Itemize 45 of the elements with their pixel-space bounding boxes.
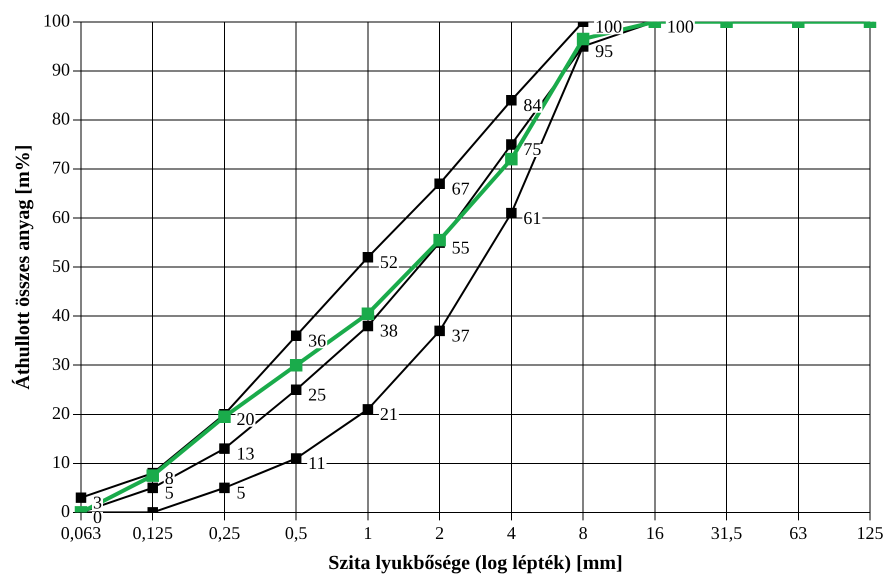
x-tick-label: 63 bbox=[789, 522, 808, 543]
data-label: 20 bbox=[236, 409, 254, 430]
x-tick-label: 8 bbox=[578, 522, 588, 543]
y-tick-label: 90 bbox=[52, 60, 70, 80]
y-tick-label: 0 bbox=[61, 501, 70, 522]
x-tick-label: 0,25 bbox=[208, 522, 240, 543]
x-tick-label: 31,5 bbox=[710, 522, 742, 543]
x-tick-label: 0,125 bbox=[132, 522, 173, 543]
data-label: 38 bbox=[380, 320, 398, 341]
x-axis-title: Szita lyukbősége (log lépték) [mm] bbox=[328, 552, 623, 574]
y-tick-label: 70 bbox=[52, 158, 70, 178]
y-tick-label: 20 bbox=[52, 403, 70, 424]
data-label: 84 bbox=[523, 95, 542, 116]
data-label: 5 bbox=[236, 482, 246, 503]
data-label: 55 bbox=[452, 237, 470, 258]
y-tick-label: 10 bbox=[52, 452, 70, 472]
x-tick-label: 0,5 bbox=[284, 522, 308, 543]
data-label: 100 bbox=[666, 16, 694, 37]
data-label: 13 bbox=[236, 443, 254, 464]
data-label: 21 bbox=[380, 404, 398, 424]
data-label: 25 bbox=[308, 384, 326, 404]
data-label: 100 bbox=[595, 16, 622, 37]
x-tick-label: 0,063 bbox=[60, 522, 102, 543]
data-label: 61 bbox=[523, 208, 542, 228]
y-tick-label: 80 bbox=[52, 108, 70, 129]
x-tick-label: 16 bbox=[646, 522, 664, 543]
x-tick-label: 125 bbox=[856, 522, 884, 543]
data-label: 11 bbox=[308, 453, 326, 474]
data-label: 67 bbox=[452, 178, 470, 198]
data-label: 8 bbox=[164, 468, 174, 488]
y-tick-label: 100 bbox=[43, 10, 70, 31]
data-label: 36 bbox=[308, 330, 326, 351]
y-tick-label: 40 bbox=[52, 304, 70, 325]
data-label: 95 bbox=[595, 41, 614, 62]
y-tick-label: 60 bbox=[52, 206, 70, 227]
data-label: 3 bbox=[93, 492, 102, 512]
x-tick-label: 4 bbox=[506, 522, 516, 543]
data-label: 52 bbox=[380, 252, 398, 272]
x-tick-label: 1 bbox=[363, 522, 372, 543]
y-tick-label: 50 bbox=[52, 256, 70, 276]
y-axis-title: Áthullott összes anyag [m%] bbox=[11, 144, 34, 390]
data-label: 37 bbox=[452, 326, 470, 346]
x-tick-label: 2 bbox=[435, 522, 444, 543]
data-label: 75 bbox=[523, 139, 542, 160]
y-tick-label: 30 bbox=[52, 354, 70, 374]
